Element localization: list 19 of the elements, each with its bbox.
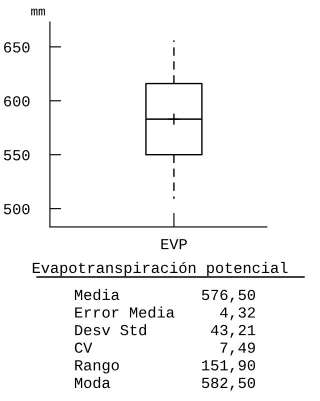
y-axis-title: mm (31, 8, 45, 16)
y-tick-label: 650 (4, 42, 30, 53)
y-tick-label: 500 (4, 204, 30, 214)
text: 4,32 (220, 307, 255, 320)
text: CV (74, 342, 92, 353)
text: Error Media (75, 306, 174, 318)
y-tick-label: 550 (4, 150, 30, 160)
text: 151,90 (202, 360, 256, 374)
y-tick-label: 600 (4, 96, 30, 106)
text: Media (74, 288, 120, 300)
text: 576,50 (202, 290, 256, 303)
text: 582,50 (202, 378, 256, 391)
text: Evapotranspiración potencial (32, 262, 288, 276)
text: 43,21 (210, 324, 256, 338)
text: Desv Std (75, 324, 146, 336)
x-tick-label: EVP (161, 239, 187, 250)
text: Moda (74, 376, 110, 388)
text: Rango (75, 360, 119, 374)
text: 7,49 (220, 342, 255, 356)
